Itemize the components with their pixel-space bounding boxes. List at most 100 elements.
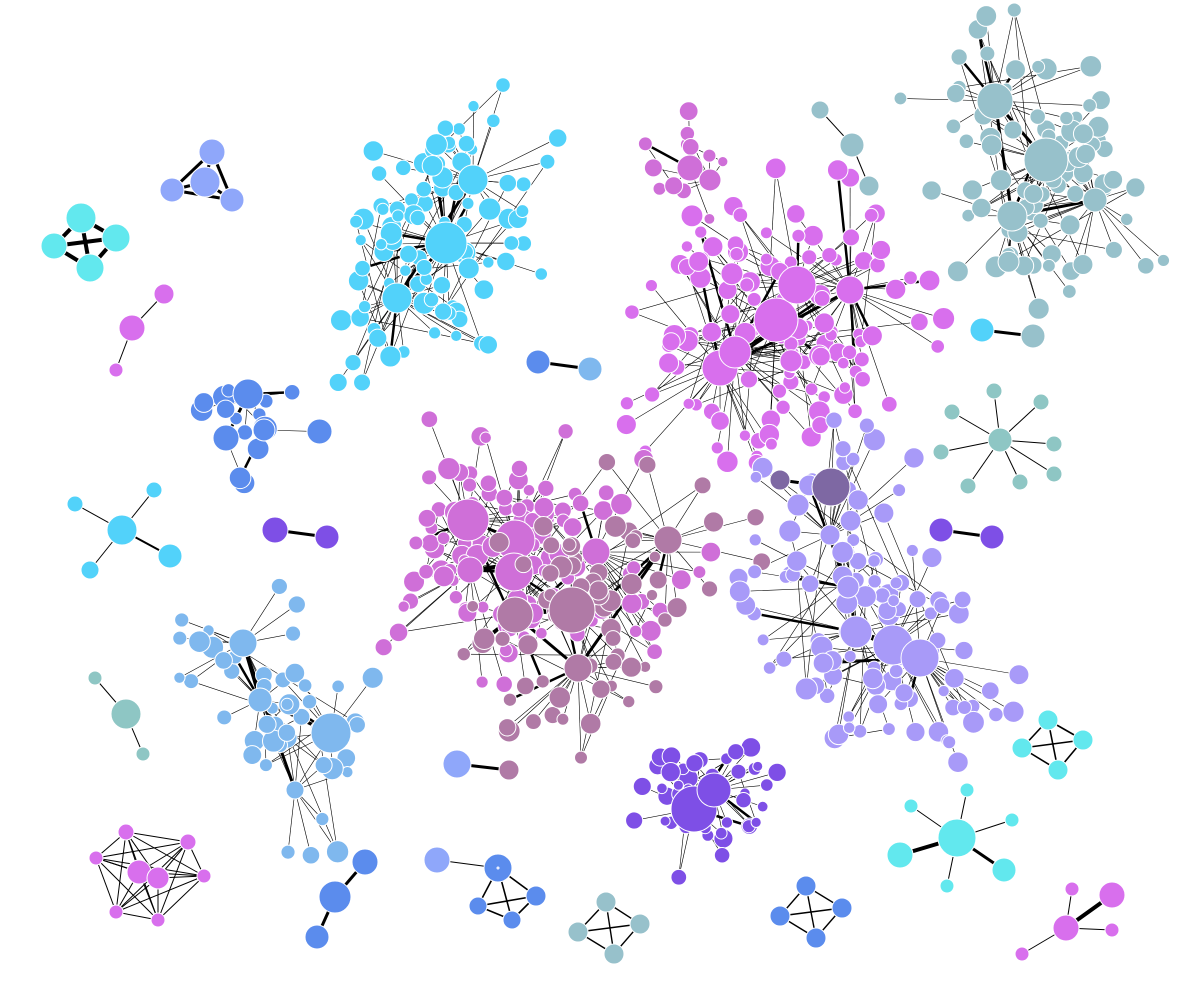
graph-edge [610,600,646,668]
graph-edge [125,831,205,877]
cyan-hub-cluster-node [427,326,442,340]
lavender-cluster-node [933,597,951,615]
cyan-hub-cluster-node [409,209,426,227]
lavender-cluster-node [889,576,903,590]
lavender-cluster-node [944,668,965,689]
blue-small-cluster-node [228,466,252,490]
lilac-small-node [117,823,135,841]
center-mauve-cluster-node [746,508,765,527]
teal-top-right-cluster-node [997,250,1020,273]
graph-edge [797,328,812,437]
magenta-hub-cluster-node [764,157,787,180]
graph-edge [469,569,483,683]
center-pink-cluster-node [417,508,437,528]
teal-top-right-cluster-node [946,260,969,283]
pink-small-cluster-node [681,138,700,156]
purple-ring-cluster-node [670,868,688,886]
sky-bottom-left-cluster-node [301,693,318,710]
cyan-hub-cluster-node [534,267,549,281]
cyan-hub-cluster-node [450,329,463,342]
lavender-cluster-node [980,681,1000,701]
cyan-star-node [959,782,975,798]
lavender-cluster-node [786,550,808,572]
cyan-hub-cluster-node [399,264,412,277]
center-pink-cluster-hub-node [446,498,490,542]
magenta-hub-cluster-node [615,413,637,436]
lavender-cluster-node [905,543,919,557]
lavender-cluster-node [942,735,957,750]
lavender-cluster-node [888,663,904,679]
teal-star-node [959,477,977,495]
cyan-hub-cluster-hub-node [381,282,413,314]
pair-cluster-a-node [525,349,551,375]
magenta-hub-cluster-node [739,370,759,389]
cyan-hub-cluster-node [370,165,388,182]
magenta-hub-cluster-node [863,207,879,223]
lavender-cluster-node [849,551,868,571]
cyan-hub-cluster-node [329,309,353,332]
blue-small-cluster-node [193,392,215,413]
magenta-hub-cluster-node [847,403,863,420]
center-mauve-cluster-node [620,656,642,678]
lavender-cluster-node [748,533,762,547]
cyan-right-square-node [1047,759,1069,781]
sky-bottom-left-cluster-node [297,678,313,693]
purple-ring-cluster-hub-node [696,772,732,808]
pink-chain-node [108,362,124,378]
cyan-star-node [939,878,955,894]
sky-bottom-left-cluster-node [280,844,296,860]
teal-top-right-cluster-node [961,179,983,201]
lavender-cluster-node [728,580,751,603]
cyan-square-node [101,223,131,253]
blue-small-cluster-hub-node [252,418,276,442]
teal-top-right-cluster-node [1075,143,1096,165]
center-pink-cluster-node [621,593,643,615]
lavender-cluster-node [846,533,861,547]
teal-top-right-cluster-node [989,169,1013,192]
teal-star-node [1032,393,1050,411]
teal-top-right-cluster-node [1066,184,1085,203]
lavender-cluster-node [868,694,889,715]
teal-top-right-cluster-node [1103,169,1124,190]
teal-top-right-cluster-node [1059,110,1074,126]
teal-top-right-cluster-node [1029,108,1046,125]
center-pink-cluster-node [597,484,615,502]
magenta-hub-cluster-node [694,225,708,239]
sky-star-hub-node [106,514,138,546]
magenta-hub-cluster-node [837,356,850,370]
lavender-cluster-node [847,489,869,511]
magenta-hub-cluster-node [701,321,723,343]
teal-top-right-cluster-node [950,48,968,66]
center-mauve-cluster-node [466,599,480,613]
center-mauve-cluster-node [591,679,611,699]
graph-edge [463,653,618,656]
center-mauve-cluster-node [657,612,673,628]
teal-star-node [985,382,1003,400]
lavender-cluster-node [953,590,972,609]
center-mauve-cluster-hub-node [496,596,534,634]
teal-top-right-cluster-node [1041,258,1056,273]
cyan-hub-cluster-node [344,354,362,372]
center-mauve-cluster-node [588,580,609,601]
graph-edge [739,586,849,592]
cyan-hub-cluster-node [495,77,511,93]
sky-bottom-left-cluster-hub-node [247,687,273,713]
cyan-hub-cluster-node [379,221,403,245]
magenta-hub-cluster-node [746,291,762,307]
lavender-cluster-node [834,440,852,458]
magenta-hub-cluster-node [658,352,680,374]
center-mauve-cluster-node [473,627,496,650]
sky-bottom-left-cluster-node [174,612,190,628]
cyan-hub-cluster-node [452,122,466,136]
center-pink-cluster-node [475,675,489,689]
cyan-chain-node [858,175,880,197]
teal-top-right-cluster-hub-node [996,200,1028,232]
sky-bottom-left-cluster-node [301,845,321,865]
sky-bottom-left-cluster-node [348,716,366,734]
teal-star-node [1045,435,1063,453]
cyan-hub-cluster-node [515,204,530,218]
blue-chain-node [351,848,379,876]
magenta-hub-cluster-node [801,249,818,266]
cyan-hub-cluster-node [328,372,348,392]
